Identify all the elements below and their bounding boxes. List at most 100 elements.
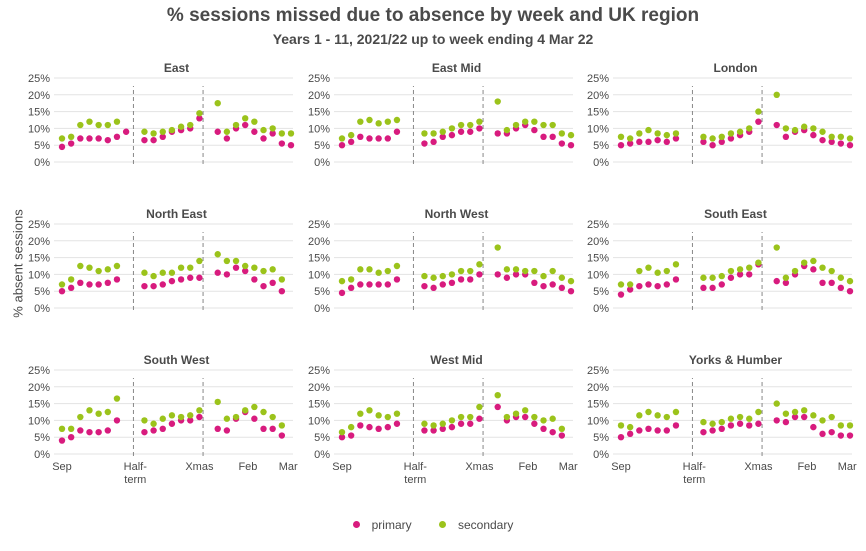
y-tick-label: 0% [314,303,330,315]
data-point-secondary [663,267,670,275]
y-tick-label: 5% [34,286,50,298]
data-point-secondary [494,392,501,399]
data-point-primary [549,281,556,288]
data-point-secondary [718,272,725,280]
data-point-primary [269,279,276,286]
data-point-primary [700,138,707,146]
data-point-primary [654,282,661,290]
data-point-primary [773,277,780,285]
data-point-secondary [636,267,643,275]
data-point-primary [672,276,680,283]
data-point-secondary [242,262,249,270]
data-point-secondary [700,133,707,140]
data-point-primary [540,425,547,432]
data-point-secondary [746,264,753,271]
data-point-secondary [736,413,744,421]
data-point-secondary [457,413,465,421]
data-point-primary [223,427,231,434]
data-point-secondary [700,274,707,281]
data-point-primary [819,279,826,286]
data-point-secondary [214,398,221,406]
y-tick-label: 20% [587,90,609,102]
data-point-secondary [531,267,538,275]
data-point-secondary [448,417,456,424]
data-point-secondary [421,420,428,427]
data-point-secondary [196,110,203,117]
data-point-primary [287,142,295,149]
data-point-primary [113,133,121,140]
data-point-primary [782,418,790,426]
data-point-secondary [558,274,566,281]
data-point-secondary [709,135,716,142]
data-point-primary [122,128,130,135]
data-point-primary [223,271,231,278]
data-point-secondary [95,121,102,129]
facet-panel: 0% 5% 10% 15% 20% 25% North West [308,207,575,315]
data-point-primary [636,138,643,146]
data-point-primary [357,281,364,288]
data-point-primary [232,264,240,271]
data-point-primary [663,281,670,288]
data-point-secondary [626,423,634,431]
data-point-secondary [494,244,501,251]
data-point-primary [338,434,346,441]
data-point-secondary [663,413,670,421]
data-point-primary [251,415,258,422]
data-point-secondary [187,121,194,129]
data-point-primary [457,128,465,135]
data-point-primary [549,133,556,140]
y-tick-label: 15% [28,107,50,119]
data-point-secondary [58,135,66,142]
data-point-secondary [503,266,511,273]
data-point-secondary [269,125,276,132]
data-point-primary [187,274,194,281]
data-point-primary [828,138,835,146]
y-tick-label: 15% [308,107,330,119]
data-point-secondary [636,130,643,137]
data-point-secondary [558,130,566,137]
y-tick-label: 20% [308,90,330,102]
data-point-primary [718,281,725,288]
y-tick-label: 10% [308,123,330,135]
x-tick-label: Sep [332,461,352,473]
data-point-secondary [503,126,511,134]
panel-title: South East [704,207,767,221]
data-point-primary [77,427,84,434]
data-point-primary [338,142,346,149]
data-point-primary [141,428,148,436]
data-point-primary [113,417,121,424]
facet-panel: 0% 5% 10% 15% 20% 25% East [28,61,295,169]
data-point-secondary [384,267,391,275]
data-point-secondary [104,266,112,273]
data-point-secondary [617,133,625,140]
data-point-secondary [196,407,203,414]
data-point-primary [476,125,483,132]
panel-title: East [164,61,189,75]
data-point-primary [709,142,716,149]
data-point-primary [549,428,556,436]
data-point-secondary [251,118,258,125]
facet-panel: 0% 5% 10% 15% 20% 25% North East [28,207,293,315]
data-point-primary [810,423,817,431]
data-point-primary [819,430,826,438]
data-point-primary [567,288,575,295]
chart-subtitle: Years 1 - 11, 2021/22 up to week ending … [272,31,594,47]
data-point-secondary [251,264,258,271]
facet-panel: 0% 5% 10% 15% 20% 25% South West Sep Half-term Xm… [28,353,298,486]
data-point-primary [269,130,276,137]
data-point-secondary [810,412,817,419]
data-point-secondary [338,277,346,285]
x-tick-label: Xmas [744,461,773,473]
data-point-secondary [567,131,575,139]
data-point-primary [727,135,735,142]
data-point-primary [150,282,157,290]
data-point-secondary [549,121,556,129]
data-point-secondary [476,403,483,411]
data-point-secondary [636,412,643,419]
data-point-primary [801,413,808,421]
data-point-primary [617,434,625,441]
data-point-secondary [104,408,112,416]
facet-panel: 0% 5% 10% 15% 20% 25% London [587,61,854,169]
data-point-secondary [810,125,817,132]
data-point-primary [837,140,845,147]
